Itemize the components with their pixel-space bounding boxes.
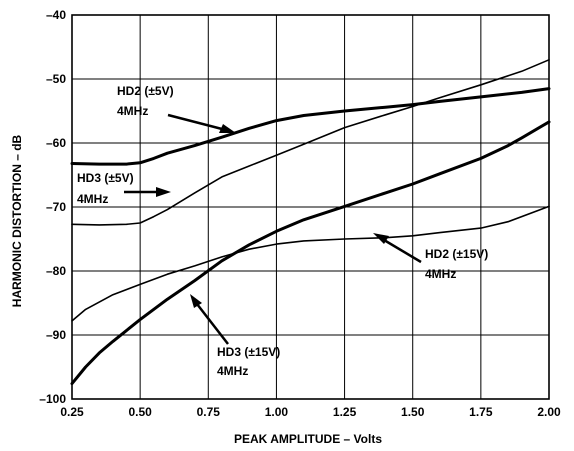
- x-tick-label: 1.50: [401, 405, 425, 419]
- x-tick-label: 1.25: [333, 405, 357, 419]
- annotation-hd3-15v-arrow: [196, 303, 229, 345]
- annotation-hd3-5v-arrowhead: [156, 187, 171, 197]
- annotation-hd3-15v: HD3 (±15V) 4MHz: [190, 294, 280, 378]
- annotation-hd2-5v: HD2 (±5V) 4MHz: [117, 84, 236, 133]
- grid: [72, 15, 549, 399]
- annotation-hd3-15v-label: HD3 (±15V): [217, 345, 280, 359]
- x-tick-label: 0.50: [128, 405, 152, 419]
- annotation-hd2-15v-arrowhead: [373, 233, 389, 244]
- annotations: HD2 (±5V) 4MHz HD3 (±5V) 4MHz HD2 (±15V)…: [77, 84, 488, 378]
- y-tick-label: –40: [46, 8, 66, 22]
- annotation-hd3-5v-label: HD3 (±5V): [77, 171, 134, 185]
- annotation-hd2-5v-arrow: [167, 113, 223, 131]
- y-tick-label: –80: [46, 264, 66, 278]
- annotation-hd2-15v-freq: 4MHz: [425, 267, 456, 281]
- x-tick-label: 1.00: [265, 405, 289, 419]
- plot-area-frame: [71, 14, 550, 400]
- x-axis-title: PEAK AMPLITUDE – Volts: [234, 432, 382, 446]
- y-tick-label: –100: [39, 392, 66, 406]
- y-tick-label: –90: [46, 328, 66, 342]
- series-line-hd2-15v-4mhz: [71, 205, 550, 322]
- y-tick-label: –60: [46, 136, 66, 150]
- annotation-hd2-15v: HD2 (±15V) 4MHz: [373, 233, 488, 281]
- annotation-hd3-5v: HD3 (±5V) 4MHz: [77, 171, 171, 206]
- x-tick-label: 0.75: [197, 405, 221, 419]
- annotation-hd3-15v-arrowhead: [190, 294, 202, 308]
- annotation-hd2-5v-arrowhead: [219, 124, 236, 133]
- x-tick-label: 2.00: [537, 405, 561, 419]
- annotation-hd2-15v-arrow: [383, 238, 422, 264]
- x-tick-label: 1.75: [469, 405, 493, 419]
- tick-labels: 0.25 0.50 0.75 1.00 1.25 1.50 1.75 2.00 –40 –50 –6…: [39, 8, 561, 419]
- series-line-hd3-15v-4mhz: [70, 120, 551, 386]
- x-tick-label: 0.25: [60, 405, 84, 419]
- y-tick-label: –70: [46, 200, 66, 214]
- y-axis-title: HARMONIC DISTORTION – dB: [10, 134, 24, 307]
- annotation-hd2-15v-label: HD2 (±15V): [425, 247, 488, 261]
- annotation-hd3-15v-freq: 4MHz: [217, 364, 248, 378]
- annotation-hd3-5v-freq: 4MHz: [77, 192, 108, 206]
- annotation-hd2-5v-freq: 4MHz: [117, 104, 148, 118]
- series-line-hd3-5v-4mhz: [71, 59, 550, 226]
- y-tick-label: –50: [46, 72, 66, 86]
- series-line-hd2-5v-4mhz: [70, 87, 551, 166]
- series-lines: [70, 59, 551, 386]
- annotation-hd2-5v-label: HD2 (±5V): [117, 84, 174, 98]
